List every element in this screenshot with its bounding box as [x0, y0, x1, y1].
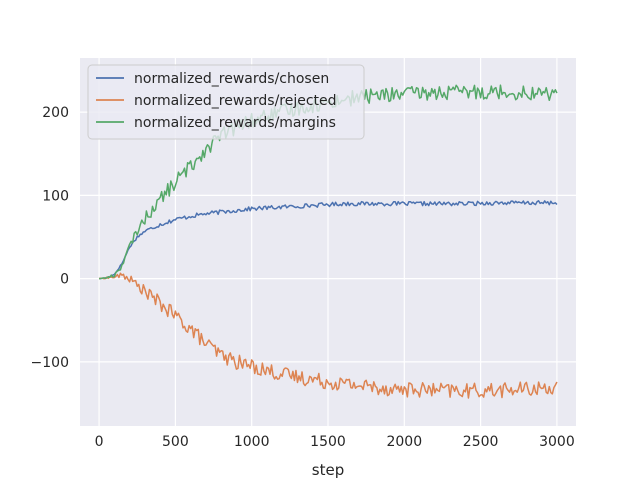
legend-label: normalized_rewards/margins — [134, 115, 336, 131]
legend-label: normalized_rewards/rejected — [134, 93, 337, 109]
legend: normalized_rewards/chosen normalized_rewa… — [87, 64, 365, 140]
series-line-2 — [98, 272, 558, 399]
legend-label: normalized_rewards/chosen — [134, 71, 329, 87]
x-tick-label: 500 — [162, 434, 189, 450]
series-line-1 — [98, 200, 558, 280]
y-tick-label: 100 — [42, 188, 69, 204]
y-tick-label: −100 — [31, 355, 69, 371]
y-tick-label: 200 — [42, 105, 69, 121]
y-tick-label: 0 — [60, 272, 69, 288]
legend-box — [87, 64, 365, 140]
x-tick-label: 2000 — [386, 434, 422, 450]
x-tick-label: 1500 — [310, 434, 346, 450]
x-tick-label: 1000 — [234, 434, 270, 450]
x-tick-label: 0 — [95, 434, 104, 450]
x-axis-label: step — [312, 461, 344, 479]
x-tick-label: 2500 — [463, 434, 499, 450]
x-tick-label: 3000 — [539, 434, 575, 450]
tick-labels: 0 500 1000 1500 2000 2500 3000 −100 0 100 200 — [31, 105, 575, 450]
